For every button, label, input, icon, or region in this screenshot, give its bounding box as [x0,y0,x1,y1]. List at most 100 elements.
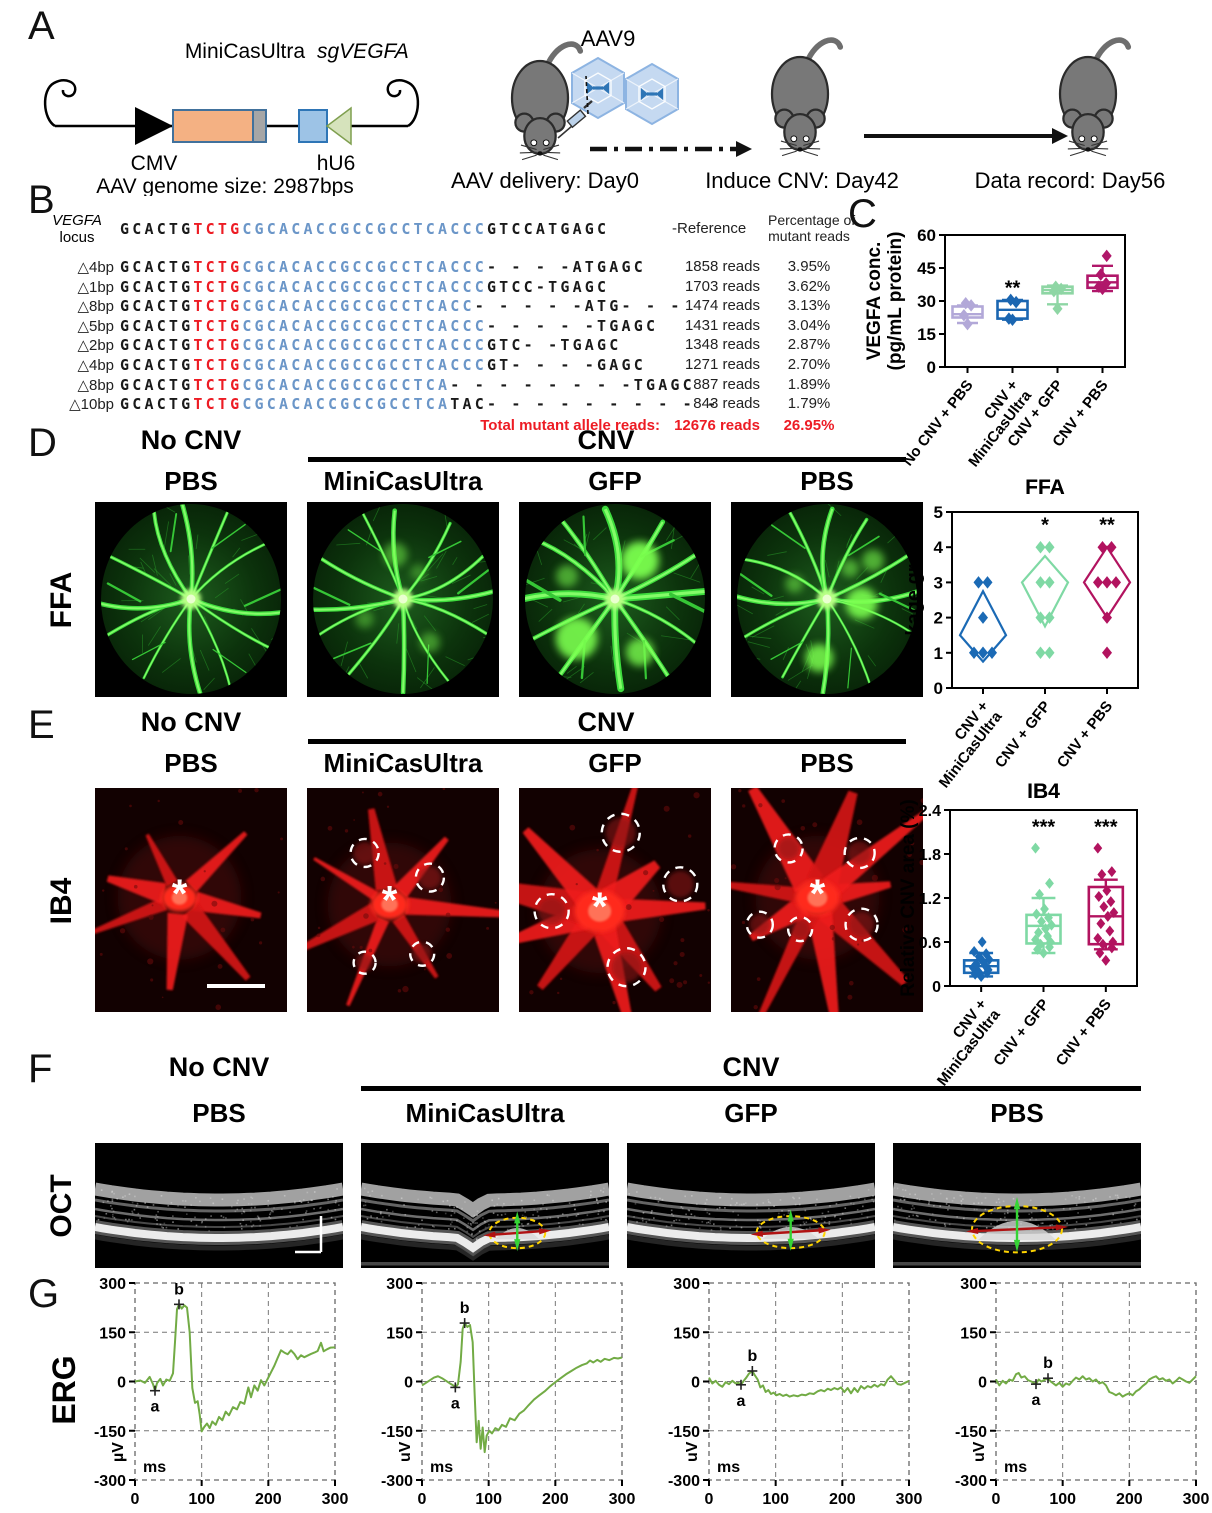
step-2-label: Induce CNV: Day42 [705,168,899,193]
significance-mark: *** [1032,816,1056,838]
ib4-content [95,788,283,1011]
leakage-spot [410,564,427,581]
fundus-content [313,504,493,694]
vessel [145,833,178,887]
y-tick-label: 300 [99,1276,126,1293]
leakage-spot [555,617,598,660]
plot-frame [951,511,1139,689]
ib4-image-nocnv-pbs: * [95,788,287,1012]
cmv-promoter-arrow [135,107,173,145]
group-2 [1041,280,1074,315]
y-axis-label: Relative CNV area (%) [898,799,919,996]
leakage-spot [556,565,578,588]
y-axis-unit: µV [110,1442,127,1462]
data-point [1040,903,1049,915]
oct-image-gfp [627,1143,875,1268]
data-point [1107,866,1117,878]
vessel [807,790,858,888]
data-point [1045,877,1054,889]
d-col-pbs2: PBS [800,466,854,496]
data-point [1037,915,1046,927]
solid-arrow [864,128,1068,144]
data-point [974,951,984,963]
data-point [981,948,991,960]
y-tick-label: 300 [673,1276,700,1293]
retina-layer [361,1234,609,1261]
data-point [1035,888,1044,900]
data-point [1101,249,1112,263]
data-point [1095,268,1106,281]
vessel-branch [457,567,492,595]
vessel [807,911,839,1012]
group-0 [951,296,984,331]
vessel [522,827,599,909]
data-point [1005,293,1016,307]
y-tick-label: -150 [955,1424,987,1441]
y-tick-label: 15 [917,325,936,344]
e-cnv-underline [308,739,906,744]
x-category-label: CNV + GFP [992,698,1054,771]
group-2 [1082,540,1132,660]
y-tick-label: 0 [932,979,941,996]
ib4-content [519,788,711,1012]
cnv-lesion [749,914,771,936]
ib4-image-cnv-pbs: * [731,788,923,1012]
dashed-circle [786,915,814,943]
cnv-lesion [418,866,442,889]
vessel [537,916,600,991]
data-point [978,646,988,660]
x-axis-unit: ms [717,1459,740,1476]
experiment-timeline: AAV9 [451,26,1165,193]
x-tick-label: 100 [1049,1491,1076,1508]
x-tick-label: 100 [762,1491,789,1508]
retina-layer [95,1207,343,1222]
y-tick-label: 0 [927,358,936,377]
cnv-lesion [605,817,636,848]
leakage-spot [383,542,408,567]
x-tick-label: 200 [1116,1491,1143,1508]
x-tick-label: 0 [418,1491,427,1508]
wave-a-label: a [451,1395,460,1412]
y-tick-label: -300 [94,1473,126,1490]
y-tick-label: 3 [934,573,943,592]
d-col-minicasultra: MiniCasUltra [323,466,483,496]
x-tick-label: 0 [131,1491,140,1508]
cnv-lesion [790,919,810,939]
panel-d-letter: D [28,421,57,465]
leakage-spot [355,610,374,628]
erg-trace [995,1371,1197,1398]
fundus-content [525,504,705,694]
retina-layer [95,1223,343,1242]
optic-nerve-asterisk: * [382,878,398,922]
data-point [1052,302,1063,315]
y-tick-label: 1.2 [919,891,941,908]
data-point [1097,869,1107,881]
data-point [1003,312,1014,325]
data-point [1102,646,1112,660]
vessel-branch [771,524,806,550]
leakage-spot [805,644,834,672]
y-tick-label: 30 [917,292,936,311]
panel-g-letter: G [28,1272,60,1316]
data-point [973,965,983,977]
d-col-pbs1: PBS [164,466,218,496]
injection-dashed-line [585,75,589,115]
data-point [960,296,971,310]
vessel [95,897,168,934]
f-group-no-cnv: No CNV [168,1052,270,1082]
vessel [181,903,251,981]
vessel [615,898,706,923]
y-tick-label: 0 [934,679,943,698]
y-tick-label: 4 [934,538,944,557]
y-tick-label: 150 [99,1325,126,1342]
data-point [1044,611,1055,624]
data-point [1050,280,1061,293]
y-axis-unit: uV [684,1441,701,1462]
data-point [1035,576,1046,589]
d-row-label-ffa: FFA [45,571,78,629]
data-point [1031,842,1040,854]
data-point [1102,576,1112,589]
mouse-3 [1060,40,1128,156]
data-point [1101,277,1112,290]
retina-layer [361,1207,609,1232]
